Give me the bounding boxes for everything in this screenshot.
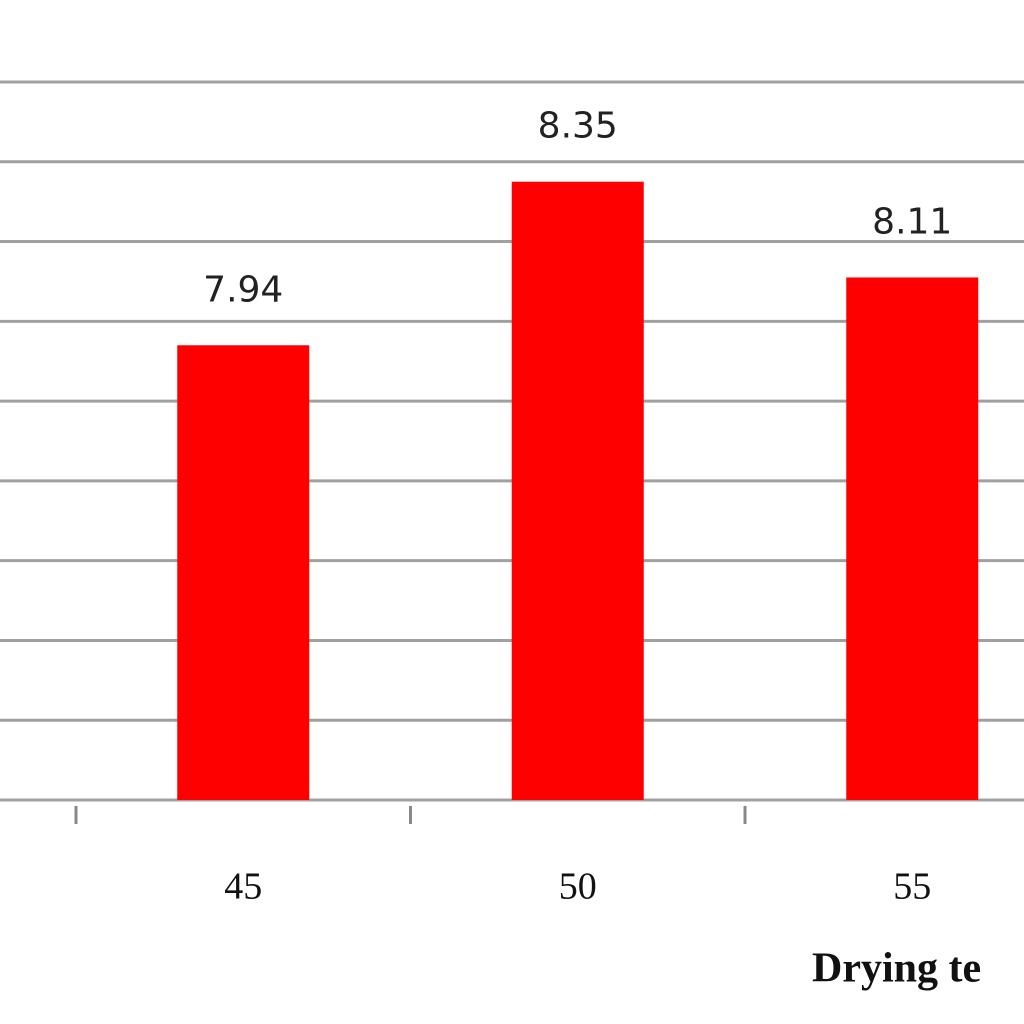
value-label: 7.94 [203,269,283,310]
bar [177,345,310,800]
x-tick-label: 50 [559,866,597,908]
bar [511,181,644,800]
value-label: 8.11 [872,201,952,242]
x-tick-label: 45 [224,866,262,908]
x-axis-label: Drying te [812,946,981,992]
bar [846,277,979,800]
value-label: 8.35 [538,106,618,147]
x-tick-label: 55 [893,866,931,908]
